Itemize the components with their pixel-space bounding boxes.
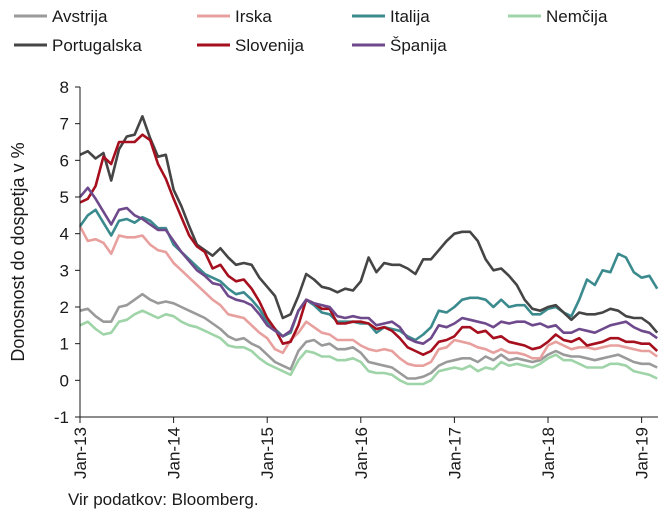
y-tick-label: -1 — [54, 408, 69, 427]
legend-item: Slovenija — [197, 36, 305, 55]
y-tick-label: 2 — [60, 298, 69, 317]
legend-item: Italija — [352, 7, 430, 26]
legend-item: Irska — [197, 7, 272, 26]
legend-label: Španija — [390, 36, 447, 55]
x-tick-label: Jan-17 — [445, 427, 464, 479]
series-line-slovenija — [79, 133, 659, 356]
series-line-portugalska — [79, 115, 659, 334]
y-axis-title: Donosnost do dospetja v % — [8, 142, 28, 361]
series-line-irska — [78, 225, 658, 367]
series-line-španija — [79, 186, 658, 345]
legend-item: Španija — [352, 36, 447, 55]
series-line-avstrija — [79, 292, 658, 380]
x-tick-label: Jan-18 — [539, 427, 558, 479]
legend-label: Portugalska — [52, 36, 142, 55]
y-axis-ticks: -1 0 1 2 3 4 5 6 7 8 — [54, 78, 80, 427]
y-tick-label: 4 — [60, 225, 69, 244]
y-tick-label: 7 — [60, 115, 69, 134]
source-note: Vir podatkov: Bloomberg. — [68, 490, 259, 509]
x-tick-label: Jan-15 — [258, 427, 277, 479]
x-tick-label: Jan-19 — [633, 427, 652, 479]
legend: Avstrija Irska Italija Nemčija Portugalska Sl… — [14, 7, 608, 55]
y-tick-label: 5 — [60, 188, 69, 207]
x-axis-ticks: Jan-13 Jan-14 Jan-15 Jan-16 Jan-17 Jan-18 Jan-… — [71, 417, 652, 479]
y-tick-label: 8 — [60, 78, 69, 97]
legend-label: Avstrija — [52, 7, 108, 26]
legend-item: Avstrija — [14, 7, 108, 26]
legend-item: Portugalska — [14, 36, 142, 55]
y-tick-label: 3 — [60, 261, 69, 280]
legend-label: Slovenija — [235, 36, 305, 55]
x-tick-label: Jan-16 — [352, 427, 371, 479]
x-tick-label: Jan-14 — [165, 427, 184, 479]
legend-label: Nemčija — [546, 7, 608, 26]
series-line-nemčija — [79, 309, 658, 386]
series-lines — [78, 115, 659, 386]
legend-item: Nemčija — [508, 7, 608, 26]
y-tick-label: 1 — [60, 335, 69, 354]
legend-label: Italija — [390, 7, 430, 26]
y-tick-label: 0 — [60, 371, 69, 390]
legend-label: Irska — [235, 7, 272, 26]
x-tick-label: Jan-13 — [71, 427, 90, 479]
y-tick-label: 6 — [60, 151, 69, 170]
